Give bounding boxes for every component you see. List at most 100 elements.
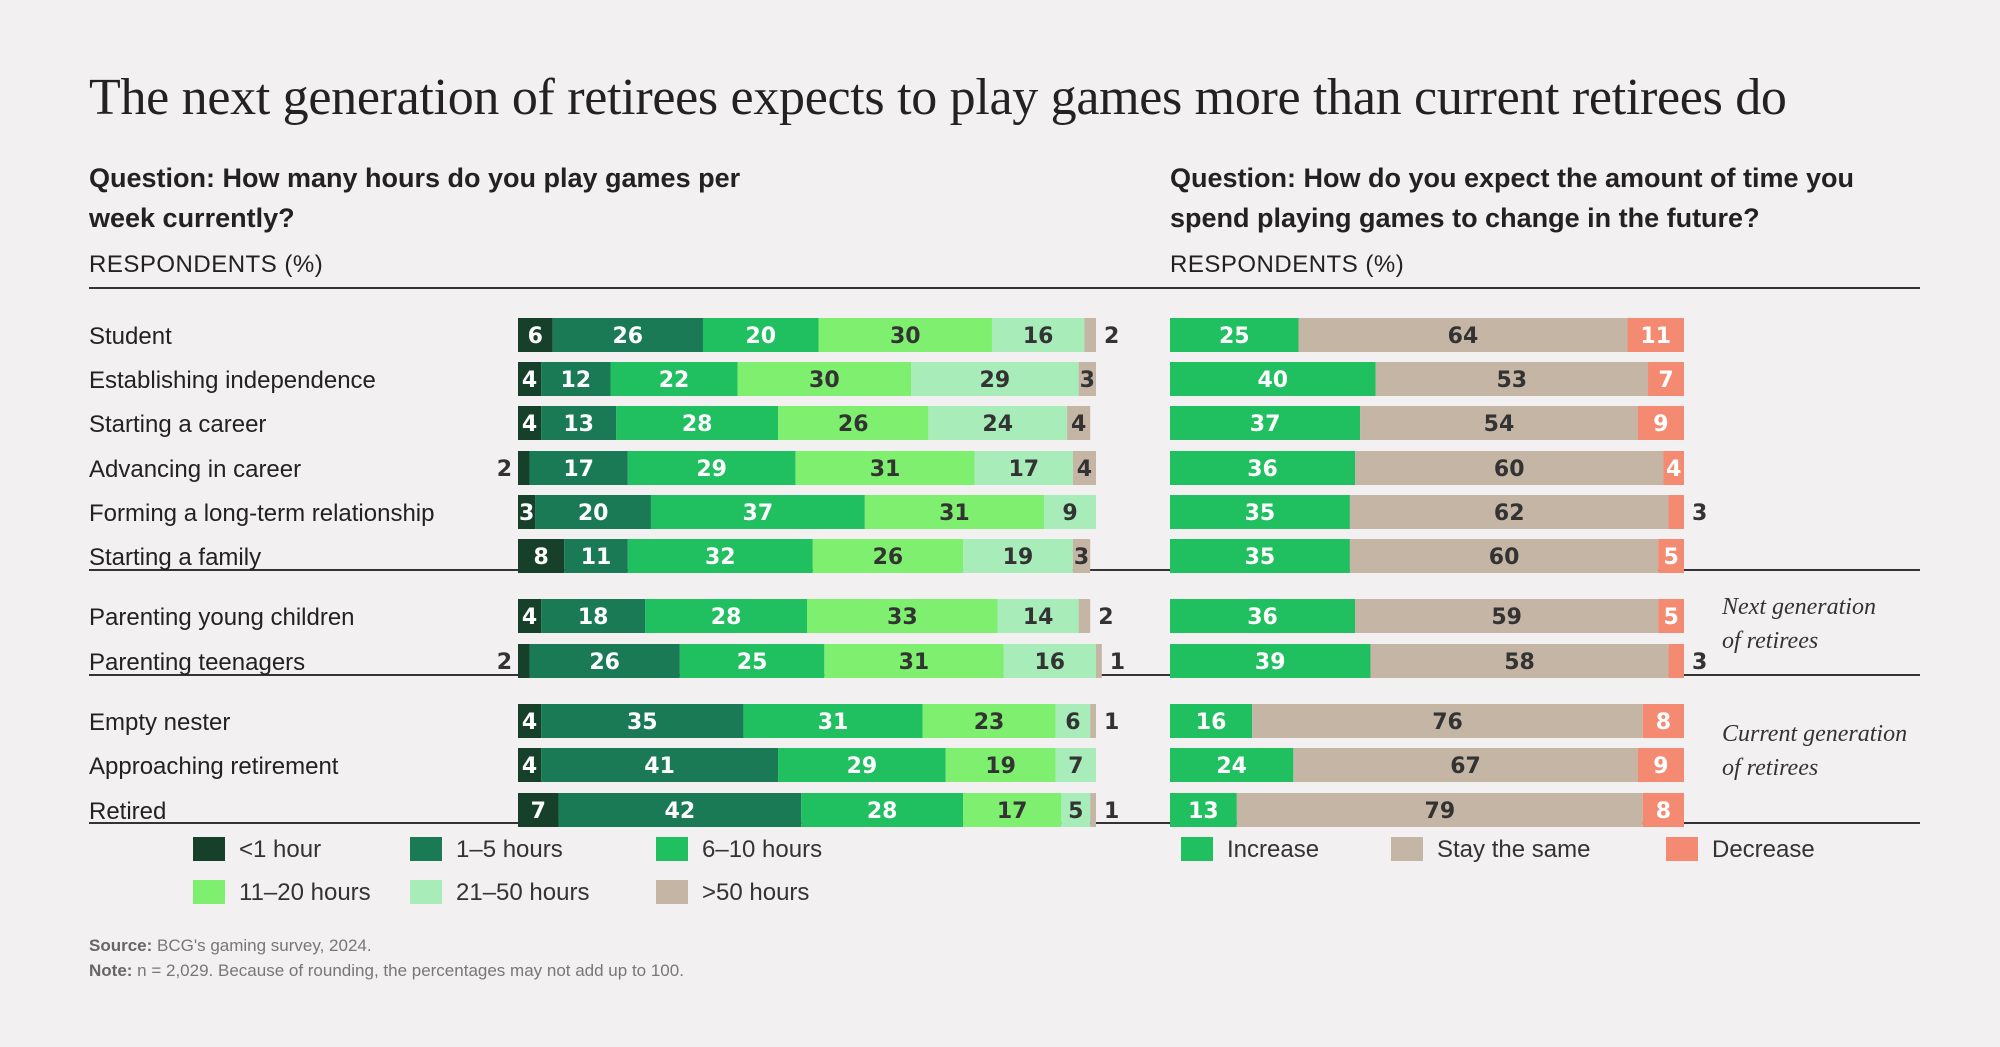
note-line: Note: n = 2,029. Because of rounding, th… bbox=[89, 961, 684, 981]
note-text: n = 2,029. Because of rounding, the perc… bbox=[132, 961, 684, 980]
bar-0-starting-a-career-1-5-hours bbox=[541, 406, 617, 440]
bar-1-forming-a-long-term-relationship-increase bbox=[1170, 495, 1350, 529]
bar-0-forming-a-long-term-relationship-1-hour bbox=[518, 495, 536, 529]
data-label-1-parenting-young-children-increase: 36 bbox=[1247, 605, 1278, 630]
bar-0-establishing-independence-11-20-hours bbox=[737, 362, 912, 396]
legend-swatch-11-20-hours bbox=[193, 880, 225, 904]
bar-0-student-11-20-hours bbox=[818, 318, 992, 352]
data-label-0-parenting-teenagers-50-hours: 1 bbox=[1110, 650, 1125, 675]
bar-1-forming-a-long-term-relationship-stay-the-same bbox=[1349, 495, 1669, 529]
bar-1-starting-a-family-stay-the-same bbox=[1349, 539, 1659, 573]
bar-1-student-increase bbox=[1170, 318, 1299, 352]
data-label-0-approaching-retirement-1-hour: 4 bbox=[522, 754, 537, 779]
bar-0-empty-nester-50-hours bbox=[1090, 704, 1096, 738]
bar-1-starting-a-career-increase bbox=[1170, 406, 1361, 440]
data-label-0-starting-a-family-6-10-hours: 32 bbox=[705, 545, 736, 570]
legend-item-1-5-hours: 1–5 hours bbox=[410, 835, 563, 865]
data-label-0-retired-6-10-hours: 28 bbox=[867, 799, 898, 824]
bar-0-parenting-teenagers-1-hour bbox=[518, 644, 530, 678]
data-label-0-advancing-in-career-6-10-hours: 29 bbox=[696, 457, 727, 482]
right-question: Question: How do you expect the amount o… bbox=[1170, 158, 1854, 238]
data-label-1-starting-a-family-stay-the-same: 60 bbox=[1489, 545, 1520, 570]
data-label-1-advancing-in-career-decrease: 4 bbox=[1666, 457, 1681, 482]
current-generation-note: Current generation of retirees bbox=[1722, 717, 1907, 785]
data-label-1-advancing-in-career-increase: 36 bbox=[1247, 457, 1278, 482]
data-label-0-starting-a-family-1-hour: 8 bbox=[533, 545, 548, 570]
category-label-parenting-teenagers: Parenting teenagers bbox=[89, 649, 305, 676]
right-question-line-1: Question: How do you expect the amount o… bbox=[1170, 163, 1855, 193]
bar-0-retired-6-10-hours bbox=[801, 793, 964, 827]
bar-0-student-21-50-hours bbox=[991, 318, 1085, 352]
legend-swatch-increase bbox=[1181, 837, 1213, 861]
source-text: BCG's gaming survey, 2024. bbox=[152, 936, 372, 955]
bar-1-establishing-independence-decrease bbox=[1648, 362, 1684, 396]
source-label: Source: bbox=[89, 936, 153, 955]
bar-1-parenting-teenagers-stay-the-same bbox=[1370, 644, 1669, 678]
legend-item-21-50-hours: 21–50 hours bbox=[410, 878, 589, 908]
data-label-1-parenting-teenagers-decrease: 3 bbox=[1692, 650, 1707, 675]
legend-label-1-5-hours: 1–5 hours bbox=[456, 836, 563, 863]
legend-item-6-10-hours: 6–10 hours bbox=[656, 835, 822, 865]
bar-1-parenting-young-children-stay-the-same bbox=[1355, 599, 1659, 633]
legend-item-11-20-hours: 11–20 hours bbox=[193, 878, 371, 908]
right-respondents-label: RESPONDENTS (%) bbox=[1170, 251, 1405, 278]
legend-swatch-stay-the-same bbox=[1391, 837, 1423, 861]
data-label-1-starting-a-career-stay-the-same: 54 bbox=[1484, 412, 1515, 437]
data-label-0-empty-nester-50-hours: 1 bbox=[1104, 710, 1119, 735]
bar-0-empty-nester-1-hour bbox=[518, 704, 542, 738]
bar-0-establishing-independence-6-10-hours bbox=[610, 362, 738, 396]
data-label-0-approaching-retirement-6-10-hours: 29 bbox=[847, 754, 878, 779]
category-label-student: Student bbox=[89, 323, 172, 350]
category-label-starting-a-family: Starting a family bbox=[89, 544, 261, 571]
data-label-0-forming-a-long-term-relationship-6-10-hours: 37 bbox=[743, 501, 774, 526]
bar-1-empty-nester-stay-the-same bbox=[1252, 704, 1643, 738]
data-label-0-empty-nester-6-10-hours: 31 bbox=[818, 710, 849, 735]
bar-0-parenting-young-children-1-hour bbox=[518, 599, 542, 633]
data-label-0-parenting-teenagers-11-20-hours: 31 bbox=[899, 650, 930, 675]
bar-1-establishing-independence-stay-the-same bbox=[1375, 362, 1649, 396]
bar-0-establishing-independence-1-5-hours bbox=[541, 362, 611, 396]
next-generation-note: Next generation of retirees bbox=[1722, 590, 1876, 658]
bar-0-parenting-young-children-11-20-hours bbox=[807, 599, 998, 633]
legend-item-gt50-hours: >50 hours bbox=[656, 878, 809, 908]
data-label-0-parenting-young-children-21-50-hours: 14 bbox=[1023, 605, 1054, 630]
bar-0-starting-a-family-1-5-hours bbox=[564, 539, 628, 573]
data-label-1-empty-nester-increase: 16 bbox=[1196, 710, 1227, 735]
bar-1-student-stay-the-same bbox=[1298, 318, 1628, 352]
data-label-0-parenting-young-children-6-10-hours: 28 bbox=[711, 605, 742, 630]
data-label-1-establishing-independence-increase: 40 bbox=[1257, 368, 1288, 393]
data-label-0-establishing-independence-50-hours: 3 bbox=[1080, 368, 1095, 393]
bar-0-forming-a-long-term-relationship-21-50-hours bbox=[1043, 495, 1096, 529]
category-label-approaching-retirement: Approaching retirement bbox=[89, 753, 339, 780]
bar-0-parenting-teenagers-1-5-hours bbox=[529, 644, 680, 678]
data-label-1-establishing-independence-decrease: 7 bbox=[1658, 368, 1673, 393]
bar-0-forming-a-long-term-relationship-11-20-hours bbox=[864, 495, 1044, 529]
bar-1-approaching-retirement-increase bbox=[1170, 748, 1294, 782]
data-label-0-empty-nester-11-20-hours: 23 bbox=[974, 710, 1005, 735]
data-label-0-retired-50-hours: 1 bbox=[1104, 799, 1119, 824]
bar-0-empty-nester-6-10-hours bbox=[743, 704, 923, 738]
data-label-1-establishing-independence-stay-the-same: 53 bbox=[1496, 368, 1527, 393]
data-label-1-forming-a-long-term-relationship-decrease: 3 bbox=[1692, 501, 1707, 526]
data-label-1-retired-stay-the-same: 79 bbox=[1425, 799, 1456, 824]
bar-1-retired-decrease bbox=[1642, 793, 1684, 827]
data-label-1-retired-decrease: 8 bbox=[1656, 799, 1671, 824]
bar-0-advancing-in-career-50-hours bbox=[1072, 451, 1096, 485]
right-question-line-2: spend playing games to change in the fut… bbox=[1170, 203, 1760, 233]
bar-0-retired-11-20-hours bbox=[963, 793, 1062, 827]
bar-0-retired-1-5-hours bbox=[558, 793, 802, 827]
data-label-0-starting-a-family-1-5-hours: 11 bbox=[581, 545, 612, 570]
bar-0-approaching-retirement-1-5-hours bbox=[541, 748, 779, 782]
bar-0-parenting-teenagers-21-50-hours bbox=[1003, 644, 1096, 678]
bar-0-parenting-young-children-6-10-hours bbox=[645, 599, 807, 633]
category-label-empty-nester: Empty nester bbox=[89, 709, 230, 736]
bar-1-approaching-retirement-stay-the-same bbox=[1293, 748, 1638, 782]
bar-0-advancing-in-career-6-10-hours bbox=[627, 451, 796, 485]
data-label-0-advancing-in-career-50-hours: 4 bbox=[1077, 457, 1092, 482]
bar-0-advancing-in-career-1-hour bbox=[518, 451, 530, 485]
data-label-0-starting-a-family-21-50-hours: 19 bbox=[1003, 545, 1034, 570]
data-label-0-student-1-hour: 6 bbox=[528, 324, 543, 349]
data-label-0-empty-nester-21-50-hours: 6 bbox=[1065, 710, 1080, 735]
data-label-0-approaching-retirement-11-20-hours: 19 bbox=[985, 754, 1016, 779]
